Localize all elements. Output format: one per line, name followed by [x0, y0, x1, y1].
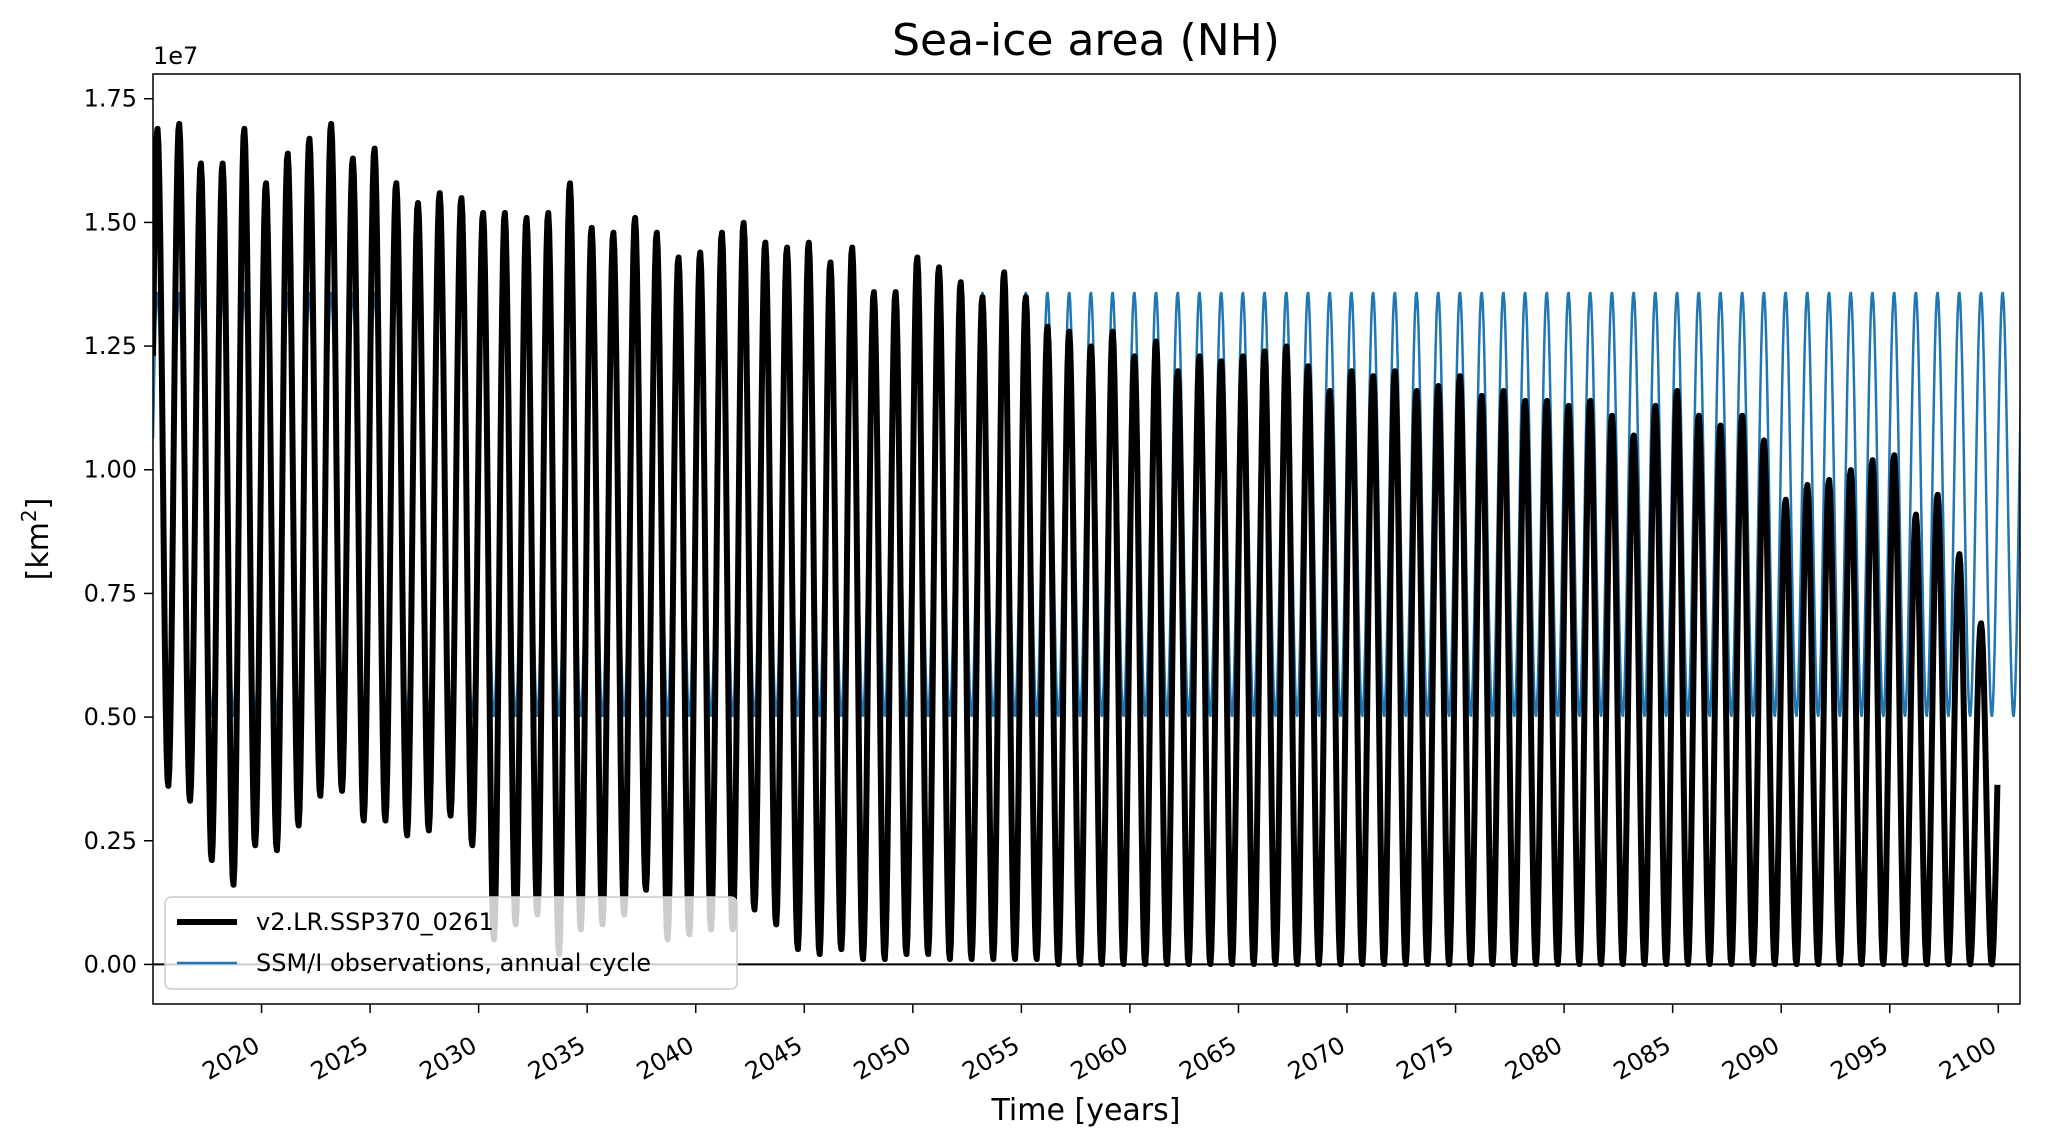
x-tick-label: 2025 — [306, 1031, 373, 1086]
chart-title: Sea-ice area (NH) — [892, 15, 1280, 66]
y-axis-label: [km2] — [17, 498, 56, 581]
x-tick-label: 2090 — [1717, 1031, 1784, 1086]
x-tick-label: 2055 — [957, 1031, 1024, 1086]
y-tick-label: 1.75 — [84, 85, 137, 113]
x-axis-label: Time [years] — [991, 1093, 1181, 1128]
x-tick-label: 2050 — [849, 1031, 916, 1086]
x-tick-label: 2040 — [632, 1031, 699, 1086]
x-tick-label: 2060 — [1066, 1031, 1133, 1086]
x-tick-label: 2030 — [415, 1031, 482, 1086]
y-tick-label: 0.50 — [84, 703, 137, 731]
x-tick-label: 2045 — [740, 1031, 807, 1086]
legend-box — [164, 896, 738, 990]
series-line-model — [153, 120, 2001, 968]
x-tick-label: 2065 — [1175, 1031, 1242, 1086]
x-tick-label: 2100 — [1934, 1031, 2001, 1086]
legend-label-model: v2.LR.SSP370_0261 — [256, 908, 494, 936]
axes-frame — [152, 73, 2021, 1005]
x-axis: 2020 2025 2030 2035 2040 2045 2050 2055 2060 2065… — [198, 1004, 2001, 1086]
y-tick-label: 0.25 — [84, 827, 137, 855]
y-offset-label: 1e7 — [153, 42, 198, 70]
y-tick-label: 0.75 — [84, 579, 137, 607]
x-tick-label: 2020 — [198, 1031, 265, 1086]
y-axis: 0.00 0.25 0.50 0.75 1.00 1.25 1.50 1.75 — [84, 85, 153, 978]
x-tick-label: 2080 — [1500, 1031, 1567, 1086]
x-tick-label: 2070 — [1283, 1031, 1350, 1086]
y-tick-label: 0.00 — [84, 950, 137, 978]
legend-label-observations: SSM/I observations, annual cycle — [256, 949, 651, 977]
legend: v2.LR.SSP370_0261 SSM/I observations, an… — [164, 896, 738, 990]
x-tick-label: 2095 — [1826, 1031, 1893, 1086]
y-tick-label: 1.00 — [84, 456, 137, 484]
y-tick-label: 1.50 — [84, 208, 137, 236]
y-tick-label: 1.25 — [84, 332, 137, 360]
plot-area — [152, 73, 2021, 1005]
x-tick-label: 2085 — [1609, 1031, 1676, 1086]
x-tick-label: 2075 — [1392, 1031, 1459, 1086]
x-tick-label: 2035 — [523, 1031, 590, 1086]
